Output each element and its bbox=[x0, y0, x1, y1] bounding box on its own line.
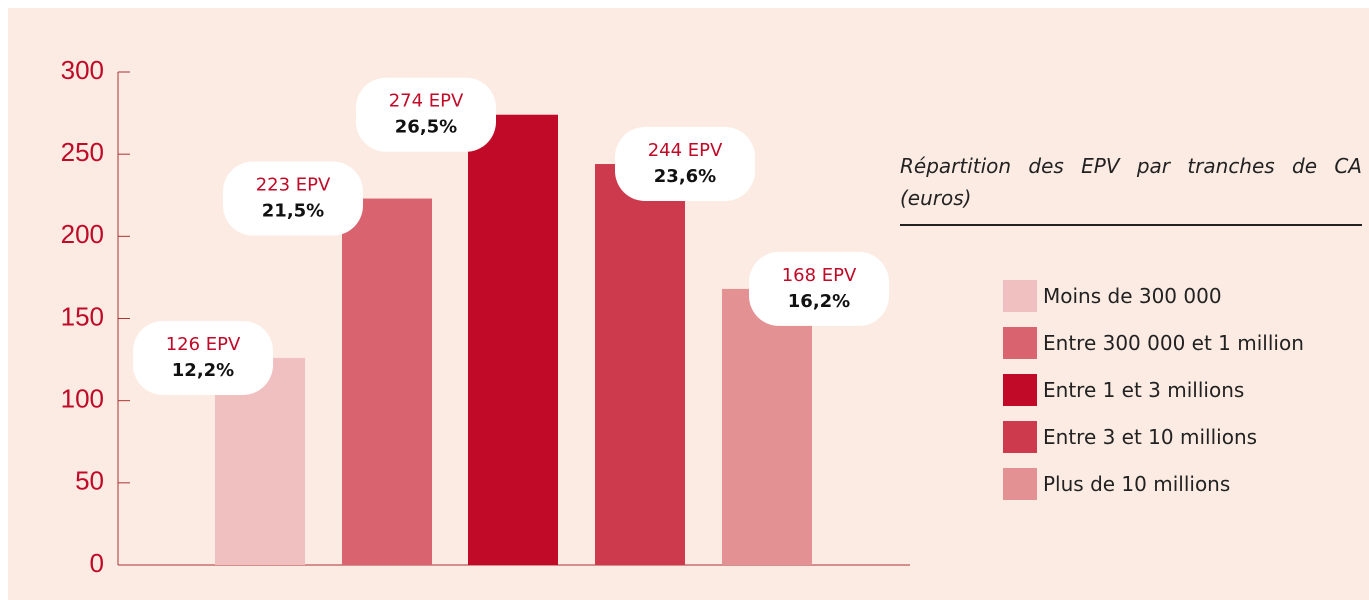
legend-swatch bbox=[1003, 373, 1037, 406]
legend-item: Plus de 10 millions bbox=[1003, 460, 1304, 507]
legend-swatch bbox=[1003, 420, 1037, 453]
value-label: 244 EPV bbox=[648, 140, 723, 161]
y-tick-label: 200 bbox=[61, 219, 104, 249]
percent-label: 23,6% bbox=[654, 166, 716, 187]
legend-item: Entre 1 et 3 millions bbox=[1003, 366, 1304, 413]
data-label-box bbox=[223, 161, 363, 236]
percent-label: 12,2% bbox=[172, 360, 234, 381]
percent-label: 21,5% bbox=[262, 201, 324, 222]
legend-item: Entre 300 000 et 1 million bbox=[1003, 319, 1304, 366]
legend-label: Entre 300 000 et 1 million bbox=[1043, 330, 1304, 355]
legend: Moins de 300 000 Entre 300 000 et 1 milli… bbox=[1003, 272, 1304, 507]
legend-label: Entre 1 et 3 millions bbox=[1043, 377, 1245, 402]
legend-item: Entre 3 et 10 millions bbox=[1003, 413, 1304, 460]
bar bbox=[468, 114, 558, 565]
data-label-box bbox=[356, 77, 496, 152]
value-label: 126 EPV bbox=[166, 334, 241, 355]
legend-label: Entre 3 et 10 millions bbox=[1043, 424, 1258, 449]
y-tick-label: 100 bbox=[61, 384, 104, 414]
y-tick-label: 150 bbox=[61, 301, 104, 331]
value-label: 168 EPV bbox=[782, 265, 857, 286]
y-tick-label: 0 bbox=[90, 548, 104, 578]
chart-title: Répartition des EPV par tranches de CA (… bbox=[900, 150, 1362, 226]
legend-swatch bbox=[1003, 279, 1037, 312]
bar bbox=[722, 288, 812, 565]
legend-item: Moins de 300 000 bbox=[1003, 272, 1304, 319]
bar bbox=[595, 164, 685, 565]
legend-label: Moins de 300 000 bbox=[1043, 283, 1222, 308]
value-label: 223 EPV bbox=[256, 175, 331, 196]
data-label-box bbox=[133, 320, 273, 395]
y-tick-label: 300 bbox=[61, 55, 104, 85]
legend-swatch bbox=[1003, 326, 1037, 359]
data-label-box bbox=[749, 251, 889, 326]
value-label: 274 EPV bbox=[389, 91, 464, 112]
bar bbox=[342, 198, 432, 565]
legend-swatch bbox=[1003, 467, 1037, 500]
percent-label: 26,5% bbox=[395, 117, 457, 138]
y-tick-label: 50 bbox=[75, 466, 104, 496]
legend-label: Plus de 10 millions bbox=[1043, 471, 1231, 496]
percent-label: 16,2% bbox=[788, 291, 850, 312]
y-tick-label: 250 bbox=[61, 137, 104, 167]
data-label-box bbox=[615, 127, 755, 202]
